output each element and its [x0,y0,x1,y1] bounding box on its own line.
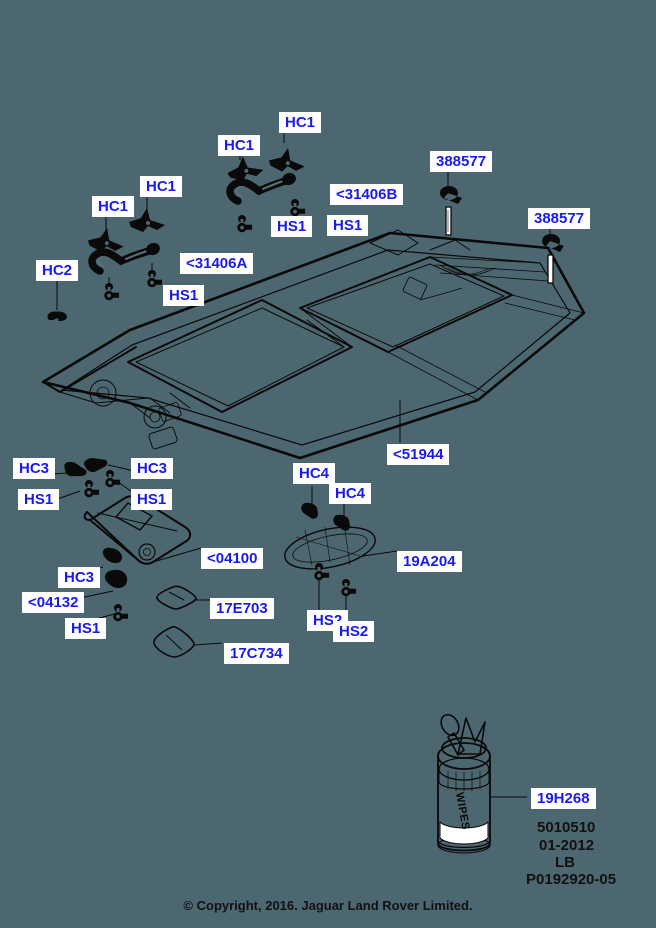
svg-text:WIPES: WIPES [453,791,471,830]
